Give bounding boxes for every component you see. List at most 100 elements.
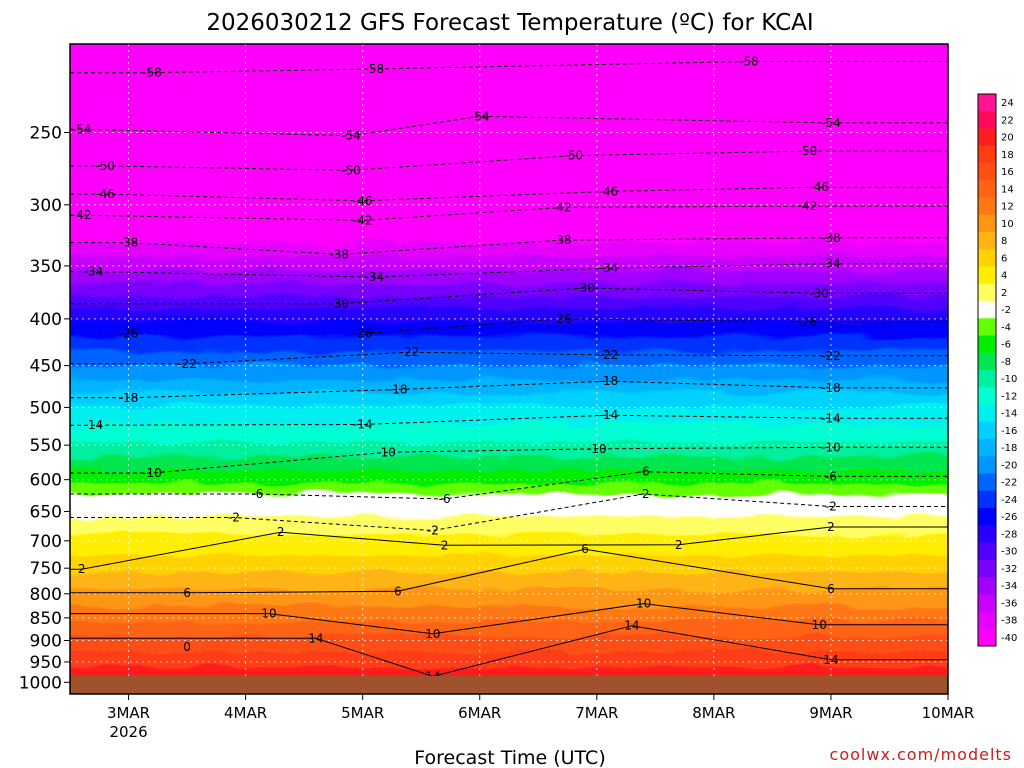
contour-label: 6: [183, 586, 191, 600]
contour-label: -2: [427, 523, 439, 537]
contour-line: [70, 446, 948, 474]
colorbar-label: -22: [1001, 478, 1017, 489]
contour-label: -26: [119, 326, 139, 340]
contour-label: 0: [183, 640, 191, 654]
colorbar-swatch: [978, 232, 996, 250]
contour-label: -50: [95, 159, 115, 173]
contour-label: 10: [261, 607, 276, 621]
colorbar-label: 22: [1001, 115, 1014, 126]
colorbar-swatch: [978, 214, 996, 233]
contour-label: 2: [827, 520, 835, 534]
colorbar-swatch: [978, 404, 996, 423]
colorbar-label: -6: [1001, 340, 1011, 351]
colorbar-label: 10: [1001, 219, 1014, 230]
y-axis: 2503003504004505005506006507007508008509…: [19, 123, 70, 693]
colorbar-label: -20: [1001, 460, 1017, 471]
colorbar-label: 12: [1001, 202, 1014, 213]
y-tick-label: 600: [30, 471, 62, 491]
contour-line: [70, 351, 948, 365]
contour-line: [70, 380, 948, 399]
contour-line: [70, 115, 948, 137]
contour-label: -2: [638, 487, 650, 501]
ground-layer: [70, 676, 948, 694]
x-tick-label: 7MAR: [575, 704, 618, 722]
colorbar-label: -8: [1001, 357, 1011, 368]
x-tick-sublabel: 2026: [109, 723, 147, 741]
contour-label: -42: [353, 213, 373, 227]
contour-label: -22: [400, 345, 420, 359]
contour-line: [70, 61, 948, 74]
y-tick-label: 1000: [19, 673, 62, 693]
contour-label: -14: [353, 417, 373, 431]
contour-line: [70, 186, 948, 202]
contour-line: [70, 263, 948, 278]
contour-label: -22: [177, 357, 197, 371]
contour-line: [70, 205, 948, 221]
y-tick-label: 500: [30, 398, 62, 418]
contour-line: [70, 237, 948, 255]
colorbar-label: 20: [1001, 133, 1014, 144]
contour-label: -22: [599, 348, 619, 362]
colorbar-label: -2: [1001, 305, 1011, 316]
colorbar-swatch: [978, 94, 996, 112]
contour-label: -46: [809, 180, 829, 194]
y-tick-label: 900: [30, 631, 62, 651]
y-tick-label: 700: [30, 532, 62, 552]
contour-label: -42: [72, 208, 92, 222]
x-axis-label: Forecast Time (UTC): [414, 747, 605, 768]
contour-label: -54: [72, 122, 92, 136]
contour-label: -22: [821, 349, 841, 363]
contour-line: [70, 318, 948, 334]
x-tick-label: 6MAR: [458, 704, 501, 722]
colorbar-label: 8: [1001, 236, 1007, 247]
plot-area: -58 -58-58-54 -54-54 -54-50 -50-50 -50-46 -46-…: [70, 44, 948, 694]
colorbar-swatch: [978, 525, 996, 543]
x-tick-label: 4MAR: [224, 704, 267, 722]
contour-label: -46: [353, 194, 373, 208]
contour-label: 2: [675, 538, 683, 552]
colorbar-label: -10: [1001, 374, 1017, 385]
colorbar-swatch: [978, 197, 996, 216]
colorbar-swatch: [978, 628, 996, 647]
contour-label: -54: [341, 129, 361, 143]
contour-label: -18: [599, 374, 619, 388]
contour-label: -46: [95, 187, 115, 201]
contour-label: -58: [142, 66, 162, 80]
colorbar-swatch: [978, 180, 996, 198]
colorbar-label: 2: [1001, 288, 1007, 299]
colorbar-label: -36: [1001, 598, 1017, 609]
contour-line: [70, 150, 948, 171]
contour-label: -34: [365, 270, 385, 284]
y-tick-label: 650: [30, 502, 62, 522]
contour-label: -38: [329, 247, 349, 261]
x-tick-label: 5MAR: [341, 704, 384, 722]
x-tick-label: 9MAR: [809, 704, 852, 722]
grid-lines: [70, 44, 948, 694]
contour-label: -10: [587, 442, 607, 456]
colorbar-swatch: [978, 611, 996, 630]
y-tick-label: 800: [30, 585, 62, 605]
contour-label: -38: [821, 231, 841, 245]
credit-link[interactable]: coolwx.com/modelts: [830, 745, 1012, 764]
contour-label: 2: [277, 525, 285, 539]
colorbar-label: -14: [1001, 409, 1017, 420]
y-tick-label: 550: [30, 436, 62, 456]
contour-label: -42: [798, 199, 818, 213]
contour-label: 6: [581, 542, 589, 556]
contour-label: -46: [599, 184, 619, 198]
y-tick-label: 350: [30, 257, 62, 277]
contour-label: -38: [119, 236, 139, 250]
colorbar-label: 18: [1001, 150, 1014, 161]
colorbar-swatch: [978, 508, 996, 526]
contour-label: 6: [827, 582, 835, 596]
contour-line: [70, 526, 948, 570]
colorbar: 24 22 20 18 16 14 12 10 8 6 4 2 -2 -4 -6 -8 -10 -12 -14 -16…: [977, 93, 1017, 647]
colorbar-swatch: [978, 145, 996, 164]
colorbar-label: -18: [1001, 443, 1017, 454]
contour-line: [70, 471, 948, 500]
colorbar-swatch: [978, 387, 996, 405]
contour-label: -50: [341, 163, 361, 177]
colorbar-label: -32: [1001, 564, 1017, 575]
